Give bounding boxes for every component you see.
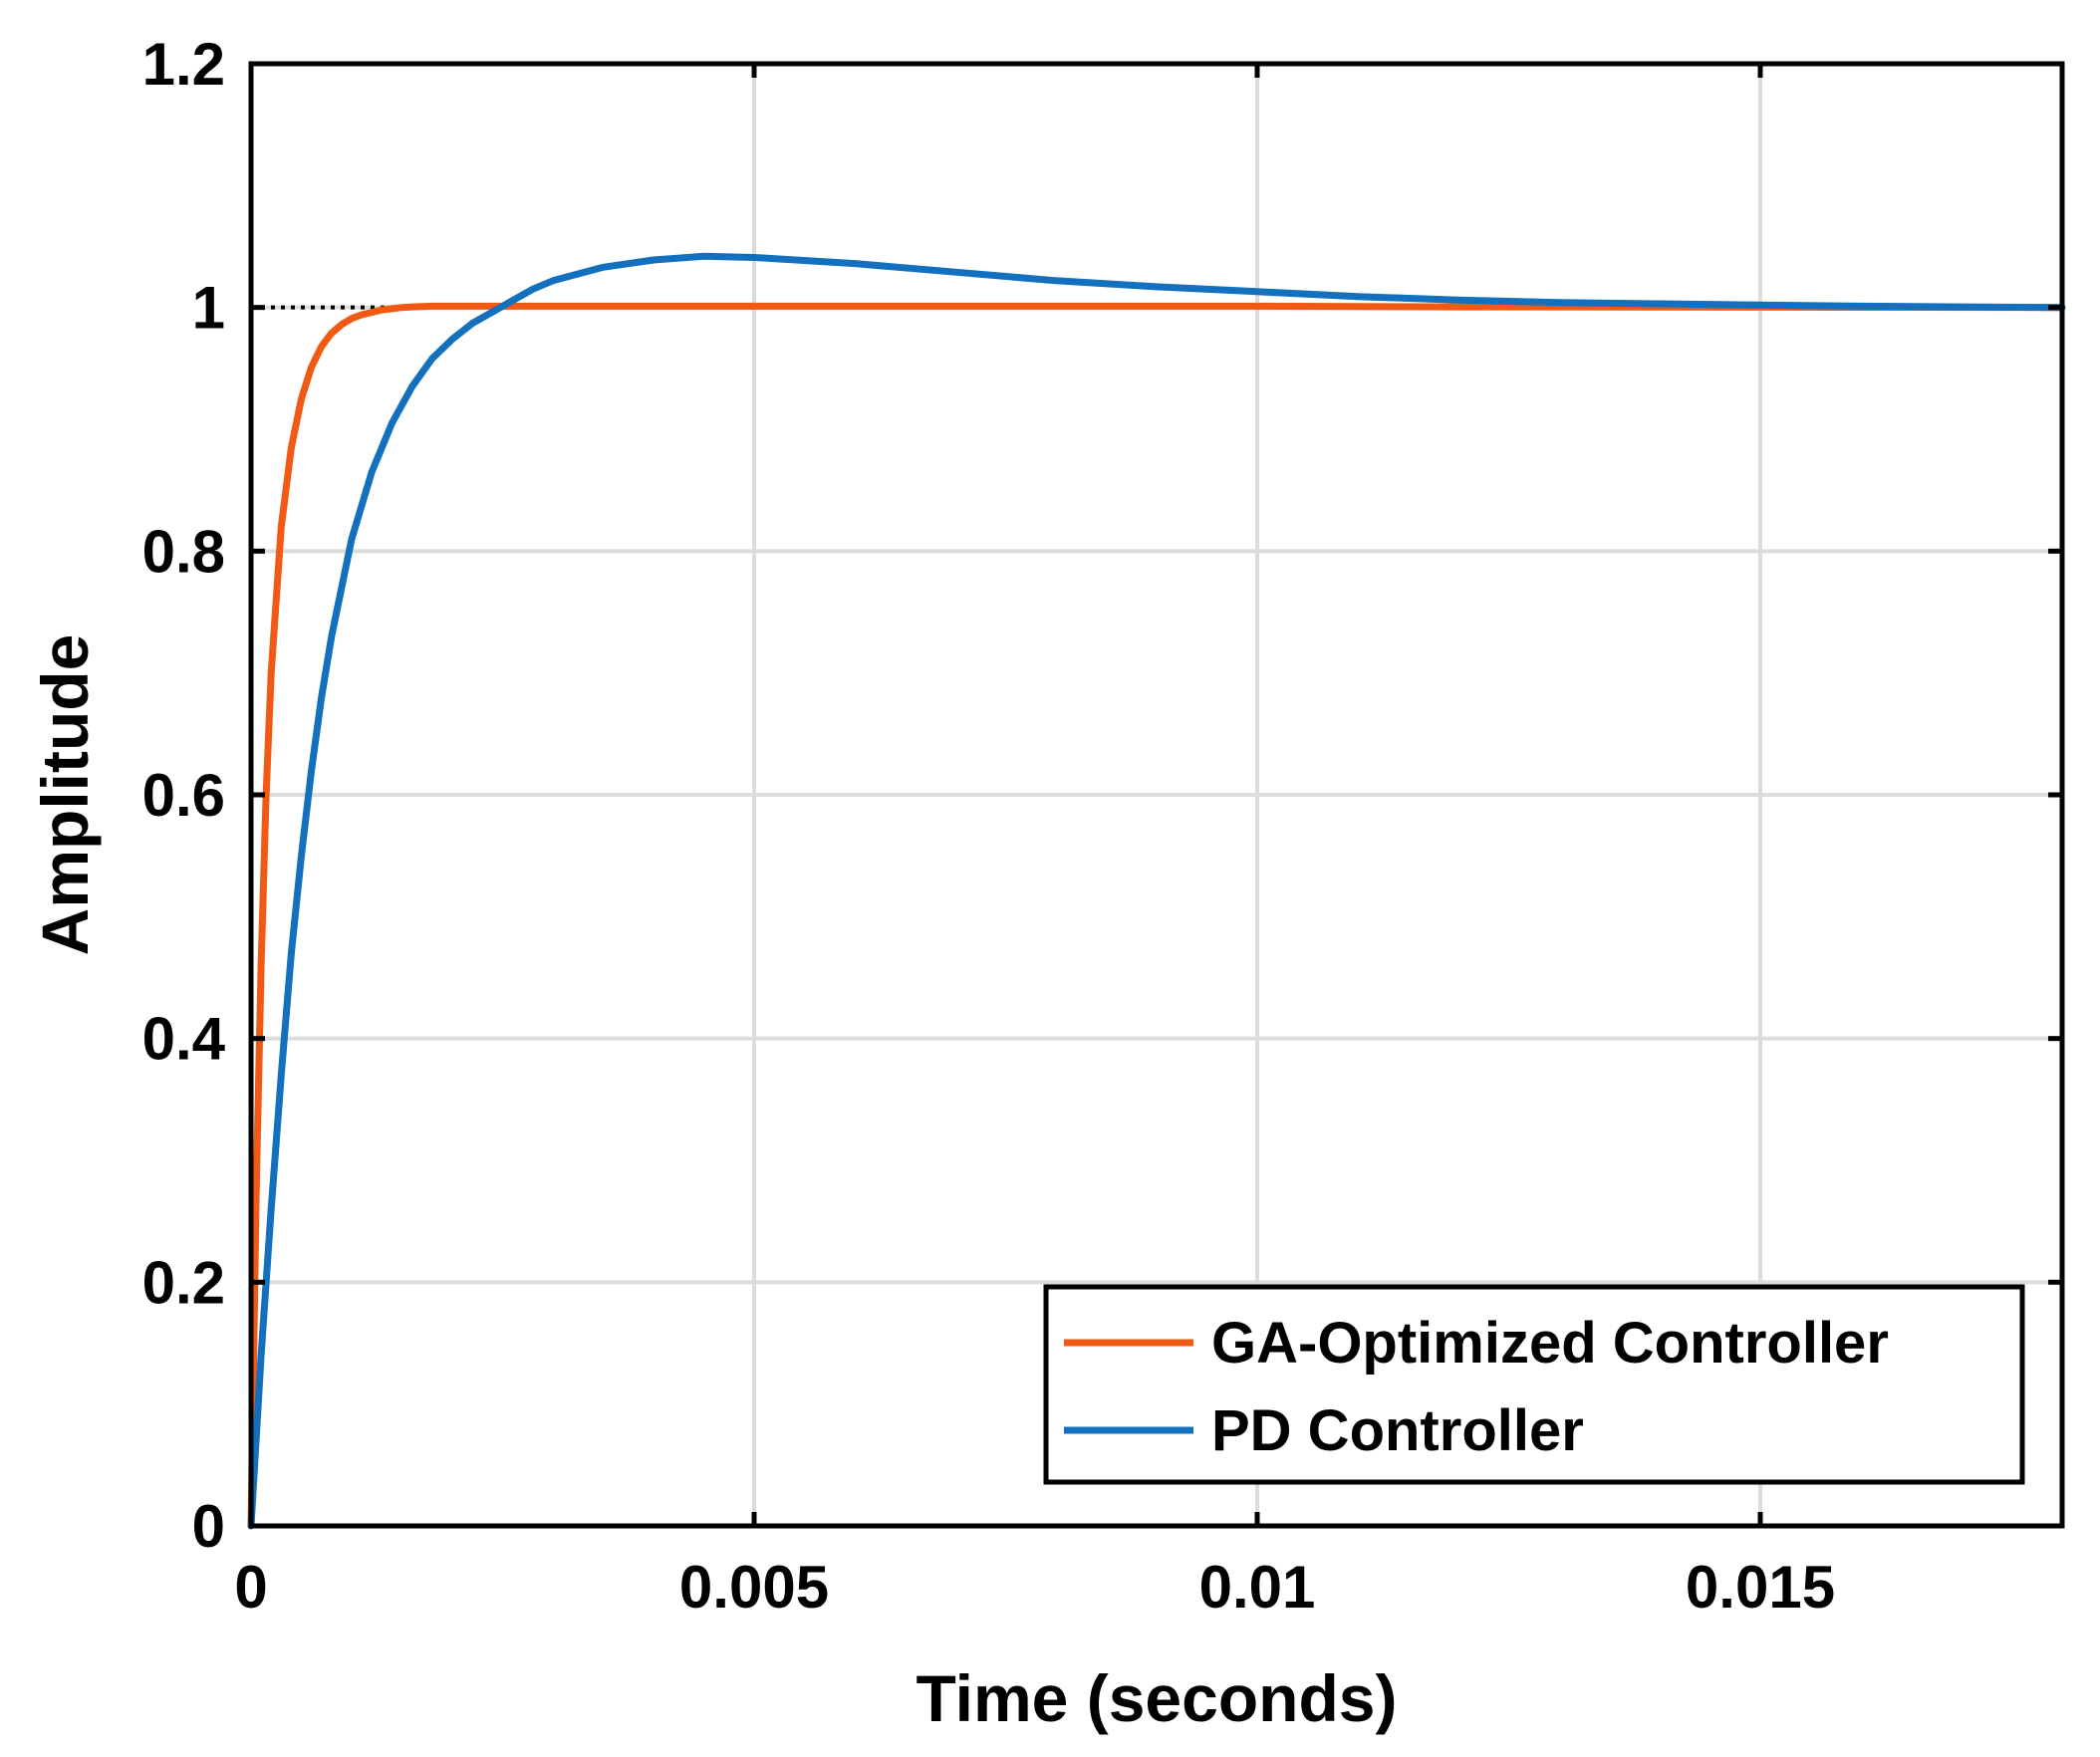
x-tick-label: 0.01 — [1199, 1554, 1316, 1621]
y-tick-labels: 0 0.2 0.4 0.6 0.8 1 1.2 — [142, 31, 226, 1560]
y-tick-label: 0 — [192, 1493, 225, 1560]
legend-label-1: PD Controller — [1211, 1398, 1584, 1463]
y-axis-label: Amplitude — [28, 634, 102, 956]
x-tick-labels: 0 0.005 0.01 0.015 — [234, 1554, 1835, 1621]
x-tick-label: 0.015 — [1686, 1554, 1835, 1621]
tick-marks — [248, 61, 2062, 1529]
y-tick-label: 1 — [192, 275, 225, 342]
y-tick-label: 0.2 — [142, 1249, 225, 1316]
x-tick-label: 0 — [234, 1554, 267, 1621]
legend-box — [1043, 1284, 2025, 1485]
series-line-0 — [247, 302, 2066, 1530]
legend-label-0: GA-Optimized Controller — [1211, 1311, 1889, 1376]
y-tick-label: 0.6 — [142, 762, 225, 829]
legend: GA-Optimized Controller PD Controller — [1043, 1284, 2025, 1485]
y-tick-label: 0.4 — [142, 1006, 226, 1073]
series-line-1 — [247, 252, 2066, 1530]
y-tick-label: 0.8 — [142, 518, 225, 585]
x-tick-label: 0.005 — [679, 1554, 829, 1621]
series-lines — [247, 252, 2066, 1530]
x-axis-label: Time (seconds) — [917, 1661, 1398, 1735]
y-tick-label: 1.2 — [142, 31, 225, 98]
